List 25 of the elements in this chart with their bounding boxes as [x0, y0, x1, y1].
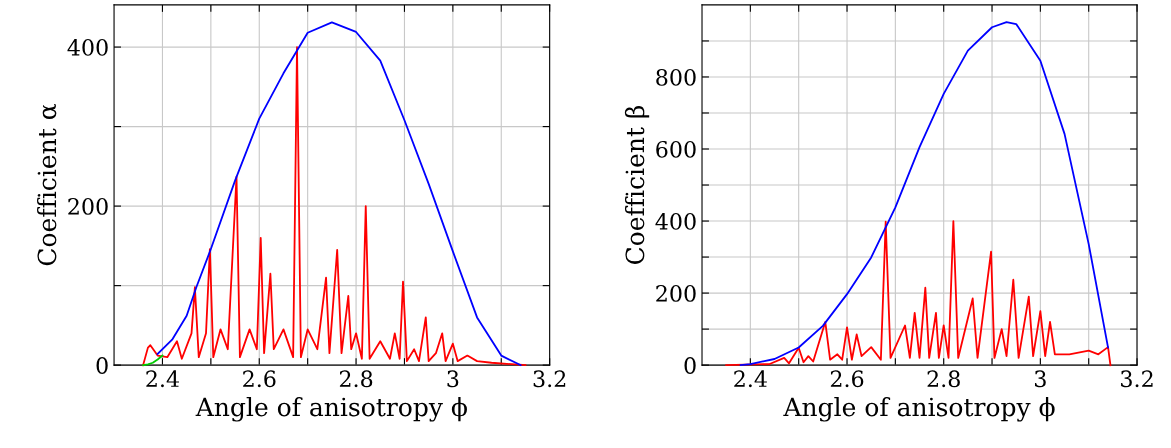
y-tick-label: 600: [656, 140, 696, 158]
x-tick-label: 3.2: [1121, 370, 1153, 388]
x-tick-label: 3.2: [533, 370, 566, 388]
x-axis-title: Angle of anisotropy ϕ: [783, 397, 1055, 422]
y-tick-label: 0: [684, 357, 696, 374]
x-tick-label: 2.8: [339, 370, 373, 388]
x-tick-label: 2.4: [146, 370, 180, 388]
x-tick-label: 2.6: [830, 370, 864, 388]
y-tick-label: 800: [656, 68, 696, 86]
y-tick-label: 0: [96, 357, 108, 374]
x-tick-label: 2.4: [734, 370, 767, 388]
x-tick-label: 2.6: [243, 370, 276, 388]
x-tick-label: 2.8: [927, 370, 960, 388]
x-tick-label: 3: [447, 370, 459, 388]
y-axis-title: Coefficient β: [624, 105, 650, 265]
y-tick-label: 200: [68, 198, 108, 215]
y-tick-label: 200: [656, 285, 696, 302]
y-axis-title: Coefficient α: [37, 104, 57, 266]
y-tick-label: 400: [655, 212, 696, 230]
line-series: [142, 354, 164, 367]
x-axis-title: Angle of anisotropy ϕ: [195, 397, 467, 422]
y-tick-label: 400: [67, 39, 108, 56]
line-series: [739, 21, 1109, 367]
x-tick-label: 3: [1034, 370, 1046, 388]
line-series: [725, 220, 1112, 367]
